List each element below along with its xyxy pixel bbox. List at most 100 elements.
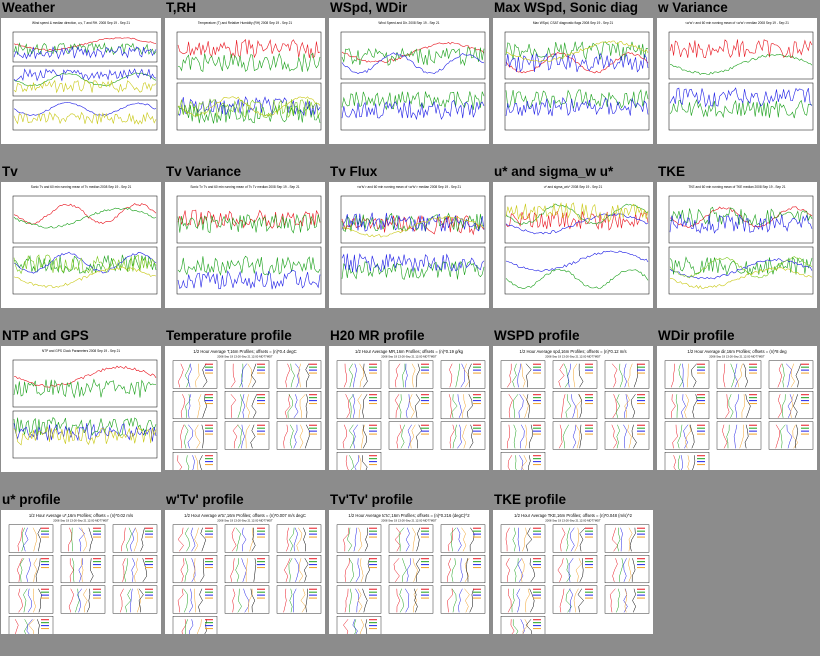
profile-line (359, 619, 365, 634)
plot-title: T,RH (166, 0, 196, 15)
plot-thumbnail-link[interactable]: 1/2 Hour Average MR,16m Profiles; offset… (329, 346, 489, 470)
legend-key (205, 530, 213, 532)
legend-key (421, 564, 429, 566)
profile-line (461, 527, 467, 552)
plot-thumbnail-link[interactable]: 1/2 Hour Average spd,16m Profiles; offse… (493, 346, 653, 470)
legend-key (93, 564, 101, 566)
legend-key (533, 394, 541, 396)
profile-line (572, 424, 577, 449)
profile-panel (388, 421, 434, 450)
plot-thumbnail-link[interactable]: 1/2 Hour Average TKE,16m Profiles; offse… (493, 510, 653, 634)
profile-panel (500, 616, 546, 634)
profile-line (194, 455, 199, 470)
plot-thumbnail-link[interactable]: 1/2 Hour Average dir,16m Profiles; offse… (657, 346, 817, 470)
legend-key (533, 564, 541, 566)
profile-line (522, 394, 529, 418)
plot-cell: Tv Flux <w'tv'> and 60 min running mean o… (328, 164, 492, 328)
profile-line (283, 588, 287, 613)
profile-panel (664, 421, 710, 450)
legend-key (309, 558, 317, 560)
legend-key (585, 536, 593, 538)
profile-panel (224, 524, 270, 553)
plot-thumbnail-link[interactable]: u* and sigma_w/u* 2008 Sep 19 - Sep 21 (493, 182, 653, 308)
plot-cell: WSPD profile 1/2 Hour Average spd,16m Pro… (492, 328, 656, 492)
profile-line (794, 424, 798, 449)
profile-line (460, 363, 465, 388)
profile-line (631, 424, 637, 449)
plot-thumbnail-link[interactable]: <w'tv'> and 60 min running mean of <w'tv… (329, 182, 489, 308)
series-line (505, 40, 649, 63)
legend-key (145, 558, 153, 560)
plot-thumbnail-link[interactable]: TKE and 60 min running mean of TKE media… (657, 182, 817, 308)
plot-cell: Tv'Tv' profile 1/2 Hour Average tc'tc',16… (328, 492, 492, 656)
legend-key (801, 372, 809, 374)
plot-thumbnail-link[interactable]: 1/2 Hour Average u*,16m Profiles; offset… (1, 510, 161, 634)
plot-thumbnail-link[interactable]: NTP and GPS Clock Parameters 2008 Sep 19… (1, 346, 161, 472)
profile-line (300, 588, 307, 613)
profile-line (562, 424, 569, 449)
legend-key (421, 530, 429, 532)
legend-key (585, 427, 593, 429)
profile-line (414, 394, 421, 418)
profile-line (180, 424, 185, 449)
profile-line (507, 424, 510, 449)
profile-line (241, 363, 247, 388)
plot-thumbnail-link[interactable]: <w'w'> and 60 min running mean of <w'w'>… (657, 18, 817, 144)
legend-key (205, 594, 213, 596)
plot-thumbnail-link[interactable]: Sonic Tv Tv and 60 min running mean of T… (165, 182, 325, 308)
legend-key (205, 427, 213, 429)
plot-title: Temperature profile (166, 328, 292, 343)
profile-line (364, 527, 369, 552)
plot-thumbnail-link[interactable]: Sonic Tv and 60 min running mean of Tv m… (1, 182, 161, 308)
profile-panel (388, 585, 434, 614)
plot-subcaption: 2008 Sep 19 13:00-Sep 21 12:00 MDT7MDT (545, 518, 601, 522)
series-line (669, 206, 813, 227)
legend-key (41, 558, 49, 560)
legend-key (749, 433, 757, 435)
plot-thumbnail-link[interactable]: Max WSpd, CSAT diagnostic flags 2008 Sep… (493, 18, 653, 144)
profile-line (393, 558, 400, 582)
profile-panel (440, 524, 486, 553)
legend-key (257, 427, 265, 429)
profile-line (512, 527, 516, 552)
profile-panel (440, 421, 486, 450)
legend-key (145, 527, 153, 529)
legend-key (93, 594, 101, 596)
legend-key (801, 427, 809, 429)
profile-line (623, 363, 627, 388)
series-line (505, 52, 649, 73)
series-line (669, 87, 813, 108)
series-line (669, 256, 813, 279)
profile-line (795, 363, 802, 388)
profile-line (525, 619, 533, 634)
profile-line (342, 424, 347, 449)
profile-line (88, 527, 93, 552)
plot-thumbnail-link[interactable]: 1/2 Hour Average tc'tc',16m Profiles; of… (329, 510, 489, 634)
profile-line (568, 558, 574, 582)
series-line (177, 213, 321, 234)
legend-key (205, 403, 213, 405)
profile-line (409, 394, 415, 418)
profile-line (121, 527, 126, 552)
plot-thumbnail-link[interactable]: Wind Speed and Dir. 2008 Sep 19 - Sep 21 (329, 18, 489, 144)
legend-key (369, 622, 377, 624)
plot-thumbnail-link[interactable]: 1/2 Hour Average T,16m Profiles; offsets… (165, 346, 325, 470)
profile-line (458, 588, 463, 613)
profile-line (631, 558, 636, 582)
profile-line (293, 588, 297, 613)
profile-line (457, 527, 462, 552)
profile-line (569, 527, 575, 552)
profile-panel (224, 391, 270, 420)
profile-line (17, 527, 23, 552)
profile-line (68, 588, 74, 613)
profile-panel (768, 360, 814, 389)
plot-thumbnail-link[interactable]: Wind speed & median direction, u,v, T an… (1, 18, 161, 144)
legend-key (749, 372, 757, 374)
plot-thumbnail-link[interactable]: Temperature (T) and Relative Humidity (R… (165, 18, 325, 144)
series-line (341, 212, 485, 232)
plot-thumbnail-image: TKE and 60 min running mean of TKE media… (668, 185, 814, 295)
plot-thumbnail-link[interactable]: 1/2 Hour Average w'tc',16m Profiles; off… (165, 510, 325, 634)
legend-key (801, 366, 809, 368)
legend-key (533, 558, 541, 560)
profile-line (304, 558, 309, 582)
